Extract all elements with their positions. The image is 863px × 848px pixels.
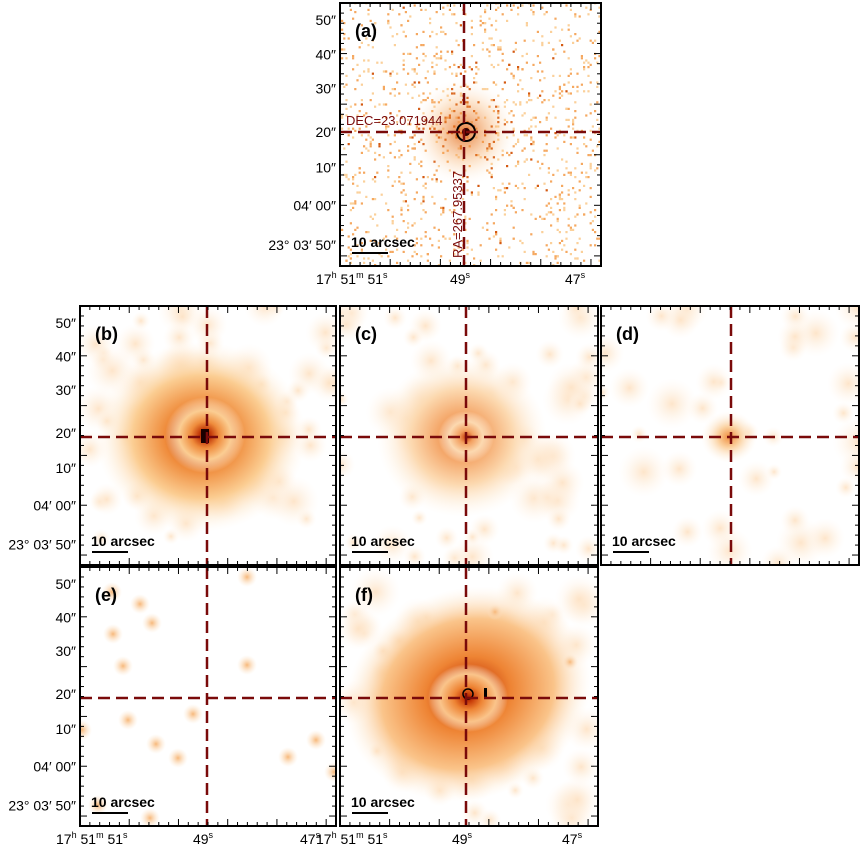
- y-tick-label: 50″: [315, 12, 336, 28]
- y-tick-label: 10″: [55, 460, 76, 476]
- scale-label: 10 arcsec: [91, 533, 155, 549]
- panel-label: (a): [355, 21, 377, 41]
- y-tick-label: 20″: [315, 124, 336, 140]
- panel-label: (e): [95, 585, 117, 605]
- panel-d-image: [601, 306, 859, 565]
- y-tick-label: 30″: [315, 80, 336, 96]
- panel-e: (e) 10 arcsec: [79, 566, 337, 827]
- y-tick-label: 04′ 00″: [33, 758, 76, 774]
- x-tick-label: 17h 51m 51s: [316, 830, 388, 847]
- y-tick-label: 20″: [55, 425, 76, 441]
- scale-label: 10 arcsec: [351, 533, 415, 549]
- y-tick-label: 23° 03′ 50″: [8, 536, 76, 552]
- y-tick-label: 30″: [55, 643, 76, 659]
- y-tick-label: 40″: [55, 349, 76, 365]
- y-tick-label: 40″: [315, 46, 336, 62]
- panel-b: (b) 10 arcsec: [79, 305, 337, 566]
- x-tick-label: 17h 51m 51s: [316, 270, 388, 287]
- y-tick-label: 30″: [55, 382, 76, 398]
- y-tick-label: 10″: [315, 159, 336, 175]
- y-tick-label: 04′ 00″: [293, 198, 336, 214]
- panel-f-image: [340, 567, 598, 826]
- panel-label: (f): [355, 585, 373, 605]
- panel-label: (d): [616, 324, 639, 344]
- x-tick-label: 49s: [452, 830, 473, 847]
- panel-a-image: [340, 3, 601, 266]
- scale-label: 10 arcsec: [91, 794, 155, 810]
- x-tick-label: 47s: [565, 270, 586, 287]
- x-tick-label: 47s: [300, 830, 321, 847]
- ra-annotation: RA=267.95337: [450, 171, 465, 258]
- x-tick-label: 49s: [193, 830, 214, 847]
- y-tick-label: 50″: [55, 315, 76, 331]
- y-tick-label: 23° 03′ 50″: [8, 797, 76, 813]
- y-tick-label: 50″: [55, 576, 76, 592]
- dec-annotation: DEC=23.071944: [346, 113, 443, 128]
- panel-c-image: [340, 306, 598, 565]
- y-tick-label: 04′ 00″: [33, 497, 76, 513]
- y-tick-label: 40″: [55, 610, 76, 626]
- panel-a: (a) 10 arcsec DEC=23.071944 RA=267.95337: [339, 2, 602, 267]
- scale-label: 10 arcsec: [351, 794, 415, 810]
- y-tick-label: 23° 03′ 50″: [268, 237, 336, 253]
- panel-label: (b): [95, 324, 118, 344]
- scale-label: 10 arcsec: [351, 234, 415, 250]
- panel-c: (c) 10 arcsec: [339, 305, 599, 566]
- panel-f: (f) 10 arcsec: [339, 566, 599, 827]
- y-tick-label: 10″: [55, 721, 76, 737]
- x-tick-label: 17h 51m 51s: [56, 830, 128, 847]
- x-tick-label: 49s: [450, 270, 471, 287]
- x-tick-label: 47s: [562, 830, 583, 847]
- panel-d: (d) 10 arcsec: [600, 305, 860, 566]
- y-tick-label: 20″: [55, 686, 76, 702]
- scale-label: 10 arcsec: [612, 533, 676, 549]
- panel-label: (c): [355, 324, 377, 344]
